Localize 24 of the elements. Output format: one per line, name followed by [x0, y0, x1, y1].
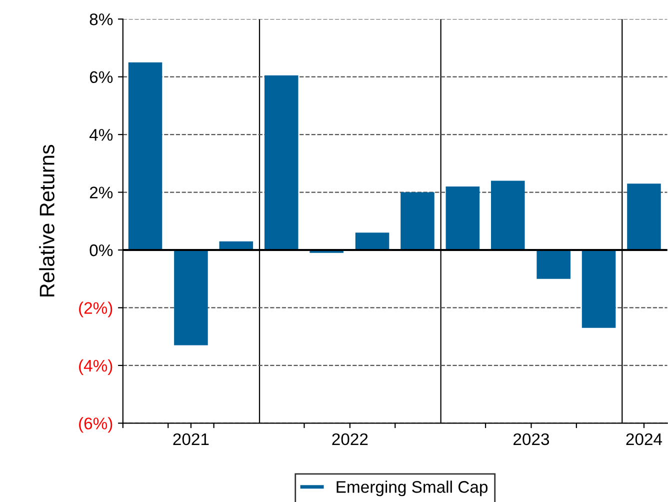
- x-tick-label: 2023: [514, 433, 550, 446]
- y-tick-label: 2%: [90, 186, 113, 198]
- bar: [490, 180, 525, 250]
- y-tick-label: 4%: [89, 129, 113, 141]
- y-tick-label: 6%: [90, 71, 113, 84]
- bar: [128, 62, 162, 250]
- y-tick-label: 0%: [90, 244, 113, 256]
- x-tick-label: 2024: [626, 433, 662, 446]
- bar: [355, 232, 390, 250]
- bar: [582, 250, 616, 328]
- y-tick-label: 8%: [90, 13, 113, 26]
- legend-label: Emerging Small Cap: [336, 480, 488, 496]
- y-tick-label: (6%): [79, 417, 112, 433]
- bar: [627, 184, 661, 250]
- bar: [174, 250, 208, 346]
- x-tick-label: 2022: [332, 433, 368, 446]
- bar: [446, 186, 480, 250]
- bar: [264, 75, 298, 250]
- x-tick-label: 2021: [173, 433, 209, 446]
- bar: [536, 250, 570, 279]
- y-axis-title: Relative Returns: [39, 144, 54, 296]
- bar: [400, 192, 434, 250]
- y-tick-label: (2%): [79, 302, 112, 318]
- y-tick-label: (4%): [79, 359, 112, 375]
